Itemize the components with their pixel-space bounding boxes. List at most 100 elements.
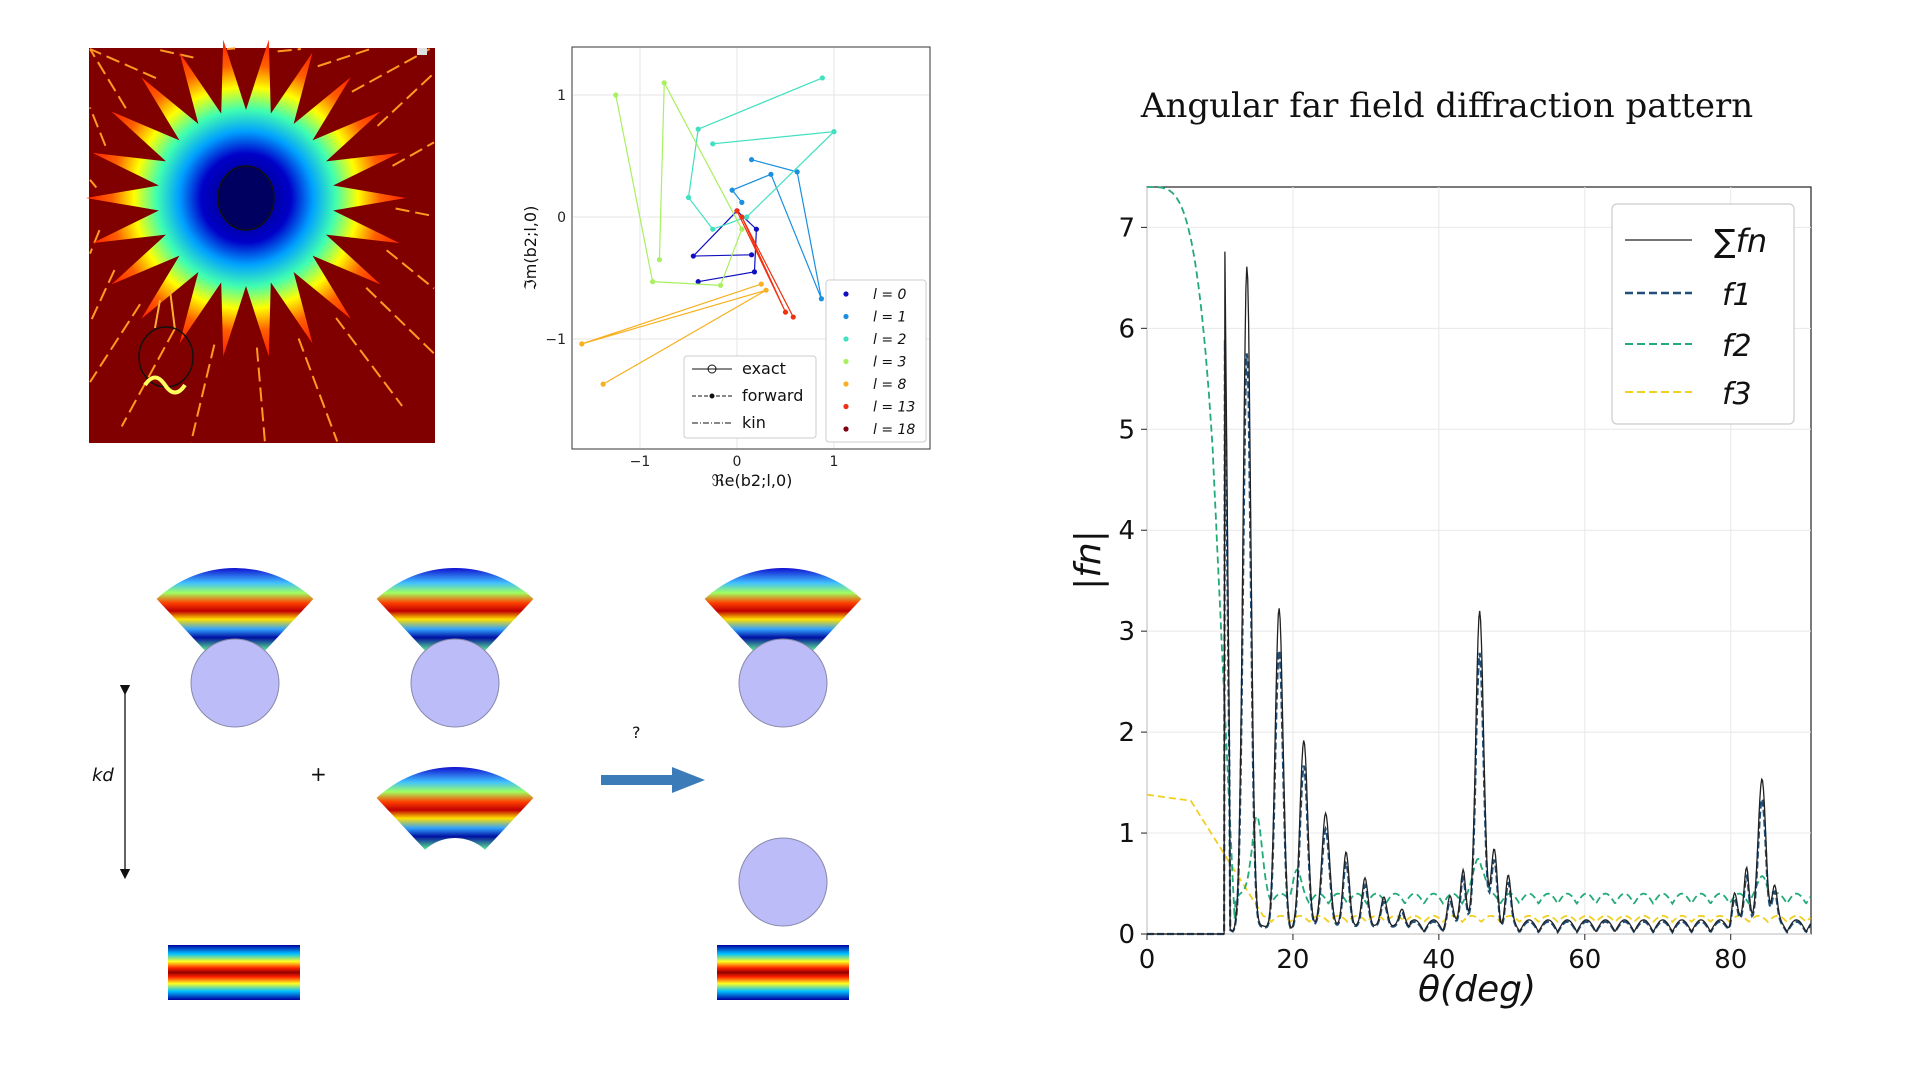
field-ray [89, 303, 141, 383]
result-arrow [601, 767, 705, 793]
chart-xtick: 40 [1422, 945, 1455, 975]
superposition-diagram: kd + ? [92, 568, 862, 1000]
coef-point [661, 80, 667, 86]
coef-ytick: −1 [545, 332, 566, 348]
coef-point [744, 214, 750, 220]
cylinder-1 [190, 638, 280, 728]
field-ray [317, 48, 371, 68]
chart-xtick: 20 [1276, 945, 1309, 975]
coef-point [763, 287, 769, 293]
field-ray [297, 338, 339, 442]
legend-kin: kin [742, 413, 766, 432]
coef-point [695, 279, 701, 285]
chart-ytick: 4 [1118, 516, 1135, 546]
coef-point [739, 214, 745, 220]
diffraction-chart: 0 20 40 60 80 0 1 2 3 4 5 6 7 θ(deg) |fn| ∑fn f1 f2 … [1068, 186, 1812, 1010]
coef-legend-dot [843, 381, 849, 387]
series-sum [1147, 251, 1812, 935]
field-ray [89, 269, 116, 324]
coef-legend-dot [843, 403, 849, 410]
coef-trace [581, 283, 767, 385]
question-label: ? [632, 723, 641, 742]
chart-ytick: 3 [1118, 617, 1135, 647]
coef-point [613, 92, 619, 98]
field-ray [227, 47, 236, 50]
coef-xtick: 1 [830, 454, 839, 470]
chart-ytick: 7 [1118, 213, 1135, 243]
coef-point [710, 226, 716, 232]
coef-point [751, 269, 758, 275]
coef-legend-lines: exact forward kin [683, 355, 817, 439]
plus-label: + [310, 762, 327, 786]
coef-trace [736, 210, 794, 318]
legend-forward: forward [742, 386, 803, 405]
chart-ylabel: |fn| [1068, 530, 1109, 590]
legend-f2: f2 [1722, 329, 1752, 364]
coef-point [782, 309, 789, 315]
coef-point [831, 129, 837, 135]
coef-legend-dot [843, 358, 849, 365]
coef-legend-label: l = 2 [873, 332, 907, 348]
legend-f1: f1 [1722, 278, 1752, 313]
coef-trace [691, 210, 758, 283]
coef-legend-dot [843, 313, 849, 320]
coef-point [748, 252, 755, 258]
field-ray [89, 107, 107, 147]
coef-legend-label: l = 18 [873, 422, 915, 438]
coef-trace [615, 80, 743, 286]
field-ray [351, 48, 431, 93]
chart-ytick: 0 [1118, 920, 1135, 950]
coef-point [695, 126, 701, 132]
field-ray [89, 48, 127, 109]
coef-legend-label: l = 1 [873, 310, 906, 326]
field-ray [376, 72, 435, 127]
field-ray [335, 317, 403, 407]
coef-ylabel: ℑm(b2;l,0) [521, 206, 540, 291]
coef-legend-label: l = 0 [873, 287, 907, 303]
coef-legend-dot [843, 426, 849, 432]
coef-point [758, 281, 764, 287]
coef-xtick: −1 [630, 454, 651, 470]
field-ray [365, 287, 435, 355]
field-ray [89, 48, 157, 79]
cylinder-4 [738, 837, 828, 927]
chart-xtick: 0 [1139, 945, 1156, 975]
chart-ytick: 6 [1118, 314, 1135, 344]
coef-point [753, 226, 760, 232]
coef-point [818, 296, 824, 302]
coef-xtick: 0 [733, 454, 742, 470]
coef-point [790, 314, 796, 320]
coef-legend-label: l = 3 [873, 355, 906, 371]
coef-point [690, 253, 696, 259]
coef-point [729, 187, 735, 193]
chart-xtick: 80 [1714, 945, 1747, 975]
chart-ytick: 5 [1118, 415, 1135, 445]
fan-field-3 [704, 568, 862, 651]
coef-ytick: 1 [557, 88, 566, 104]
coef-legend-l: l = 0 l = 1 l = 2 l = 3 l = 8 l = 13 l = 18 [825, 279, 927, 443]
coef-point [579, 341, 585, 347]
legend-f3: f3 [1722, 377, 1752, 412]
coef-point [748, 157, 755, 163]
field-ray [255, 347, 266, 443]
field-ray [392, 141, 435, 167]
chart-xtick: 60 [1568, 945, 1601, 975]
field-ray [89, 229, 101, 254]
field-ray [154, 48, 194, 59]
fan-field-1 [156, 568, 314, 651]
coef-point [650, 279, 656, 285]
coef-point [656, 257, 663, 263]
field-ray [190, 344, 216, 443]
coef-point [794, 169, 800, 175]
fan-field-2 [376, 568, 534, 651]
coef-ytick: 0 [557, 210, 566, 226]
field-ray [120, 329, 176, 427]
cylinder-2 [410, 638, 500, 728]
legend-exact: exact [742, 359, 786, 378]
kd-label: kd [92, 765, 114, 786]
chart-legend: ∑fn f1 f2 f3 [1611, 203, 1795, 425]
coef-point [739, 226, 745, 232]
fan-field-4 [376, 767, 534, 850]
field-heatmap [86, 39, 435, 443]
